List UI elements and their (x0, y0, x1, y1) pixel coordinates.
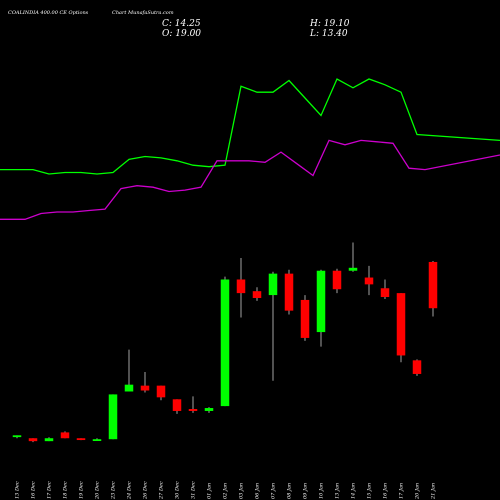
candle (412, 359, 422, 376)
candle (236, 258, 246, 318)
candle (156, 385, 166, 401)
candle-body-down (332, 270, 342, 290)
candle-body-up (108, 394, 118, 440)
candle-body-down (28, 438, 38, 442)
chart-title-source: Chart MunafaSutra.com (112, 10, 174, 16)
candle-body-up (204, 408, 214, 411)
x-tick-label: 30 Dec (175, 481, 181, 499)
low-value: L: 13.40 (310, 29, 348, 39)
candle (252, 287, 262, 301)
candle (12, 435, 22, 439)
candle-body-up (268, 273, 278, 296)
x-tick-label: 10 Jan (319, 483, 325, 499)
x-tick-label: 13 Dec (15, 481, 21, 499)
candle-body-up (12, 435, 22, 438)
x-tick-label: 03 Jan (239, 483, 245, 499)
candle (172, 399, 182, 414)
candle (220, 276, 230, 407)
candle (204, 407, 214, 413)
candle-body-up (348, 267, 358, 271)
candle-body-down (76, 438, 86, 441)
open-value: O: 19.00 (162, 29, 202, 39)
x-tick-label: 08 Jan (287, 483, 293, 499)
x-tick-label: 13 Jan (335, 483, 341, 499)
x-tick-label: 19 Dec (79, 481, 85, 499)
x-tick-label: 20 Jan (415, 483, 421, 500)
candle (332, 268, 342, 294)
candle (380, 279, 390, 299)
candle (428, 260, 438, 317)
x-tick-label: 02 Jan (223, 483, 229, 499)
x-tick-label: 07 Jan (271, 483, 277, 499)
candle-body-down (412, 360, 422, 374)
candle (76, 438, 86, 441)
upper-indicator-line (0, 78, 500, 175)
candle (108, 394, 118, 440)
x-tick-label: 21 Jan (431, 483, 437, 500)
candle-body-up (124, 384, 134, 392)
candle-body-down (396, 293, 406, 356)
candle-body-down (140, 385, 150, 391)
chart-title-symbol: COALINDIA 400.00 CE Options (8, 10, 89, 16)
x-tick-label: 20 Dec (95, 481, 101, 500)
candles (12, 242, 438, 443)
candle-body-down (60, 432, 70, 439)
candle (364, 265, 374, 296)
candle-body-down (172, 399, 182, 411)
indicator-lines (0, 78, 500, 220)
candle (316, 269, 326, 347)
x-axis-labels: 13 Dec 16 Dec 17 Dec 18 Dec 19 Dec 20 Dec 23 D… (15, 481, 437, 500)
high-value: H: 19.10 (310, 19, 350, 29)
x-tick-label: 18 Dec (63, 481, 69, 499)
candle-body-down (188, 409, 198, 411)
candle (92, 438, 102, 442)
candle (300, 295, 310, 341)
x-tick-label: 27 Dec (159, 481, 165, 500)
x-tick-label: 09 Jan (303, 483, 309, 499)
x-tick-label: 01 Jan (207, 483, 213, 499)
x-tick-label: 23 Dec (111, 481, 117, 500)
x-tick-label: 17 Dec (47, 481, 53, 499)
candle-body-down (236, 279, 246, 294)
candle (44, 437, 54, 442)
candle (284, 269, 294, 315)
x-tick-label: 31 Dec (191, 481, 197, 499)
candle-body-down (284, 273, 294, 311)
candle-body-down (380, 288, 390, 298)
candle (60, 431, 70, 439)
candle (188, 396, 198, 413)
x-tick-label: 26 Dec (143, 481, 149, 500)
candle (348, 242, 358, 272)
candle (28, 438, 38, 443)
candle-body-down (364, 277, 374, 285)
lower-indicator-line (0, 139, 500, 220)
candle (268, 271, 278, 381)
x-tick-label: 06 Jan (255, 483, 261, 499)
x-tick-label: 16 Jan (383, 483, 389, 499)
candle (140, 372, 150, 393)
candle-body-down (300, 299, 310, 338)
close-value: C: 14.25 (162, 19, 201, 29)
candle-body-down (252, 291, 262, 298)
x-tick-label: 24 Dec (127, 481, 133, 500)
candle-body-up (92, 439, 102, 442)
x-tick-label: 14 Jan (351, 483, 357, 499)
candle-body-up (220, 279, 230, 407)
x-tick-label: 16 Dec (31, 481, 37, 499)
candle-body-down (428, 261, 438, 309)
x-tick-label: 17 Jan (399, 483, 405, 499)
candle-body-up (316, 270, 326, 333)
candle-body-down (156, 385, 166, 398)
candle-body-up (44, 438, 54, 442)
x-tick-label: 15 Jan (367, 483, 373, 499)
candle (396, 293, 406, 363)
candle (124, 349, 134, 392)
